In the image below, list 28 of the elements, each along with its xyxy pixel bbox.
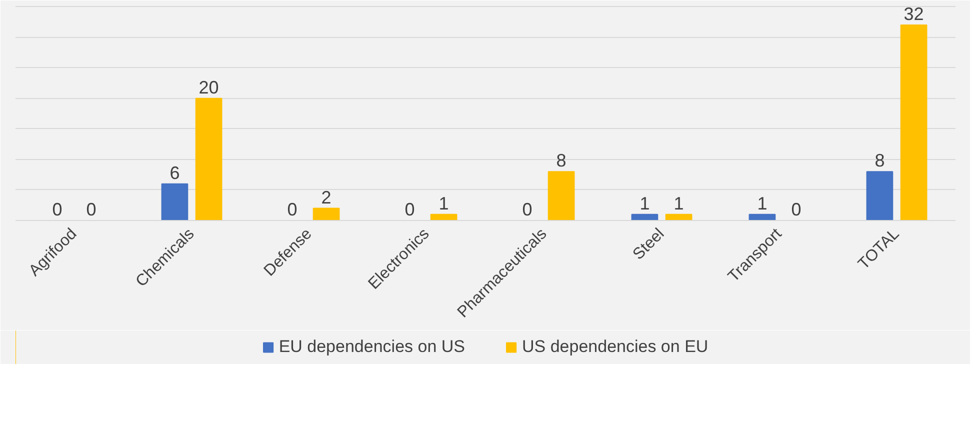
bar (195, 98, 222, 220)
data-label: 0 (52, 200, 62, 220)
bar (900, 24, 928, 220)
legend-label: EU dependencies on US (278, 337, 465, 357)
bar (312, 208, 340, 220)
data-label: 1 (757, 193, 768, 214)
bar (665, 214, 692, 220)
data-label: 2 (321, 187, 332, 208)
bar (430, 214, 458, 220)
data-label: 32 (904, 4, 924, 24)
data-label: 0 (86, 200, 96, 220)
data-label: 8 (874, 150, 885, 171)
data-label: 8 (556, 150, 566, 171)
bar (548, 171, 575, 220)
bar (866, 171, 894, 220)
data-label: 6 (170, 162, 180, 183)
data-label: 0 (404, 200, 415, 220)
bar (161, 183, 188, 220)
data-label: 0 (287, 200, 298, 220)
data-label: 1 (438, 193, 449, 214)
bar (631, 214, 658, 220)
legend-label: US dependencies on EU (522, 337, 708, 357)
data-label: 1 (640, 193, 650, 214)
data-label: 20 (198, 77, 219, 98)
data-label: 0 (791, 200, 802, 220)
data-label: 0 (522, 200, 532, 220)
bar (748, 214, 776, 220)
data-label: 1 (674, 193, 684, 214)
